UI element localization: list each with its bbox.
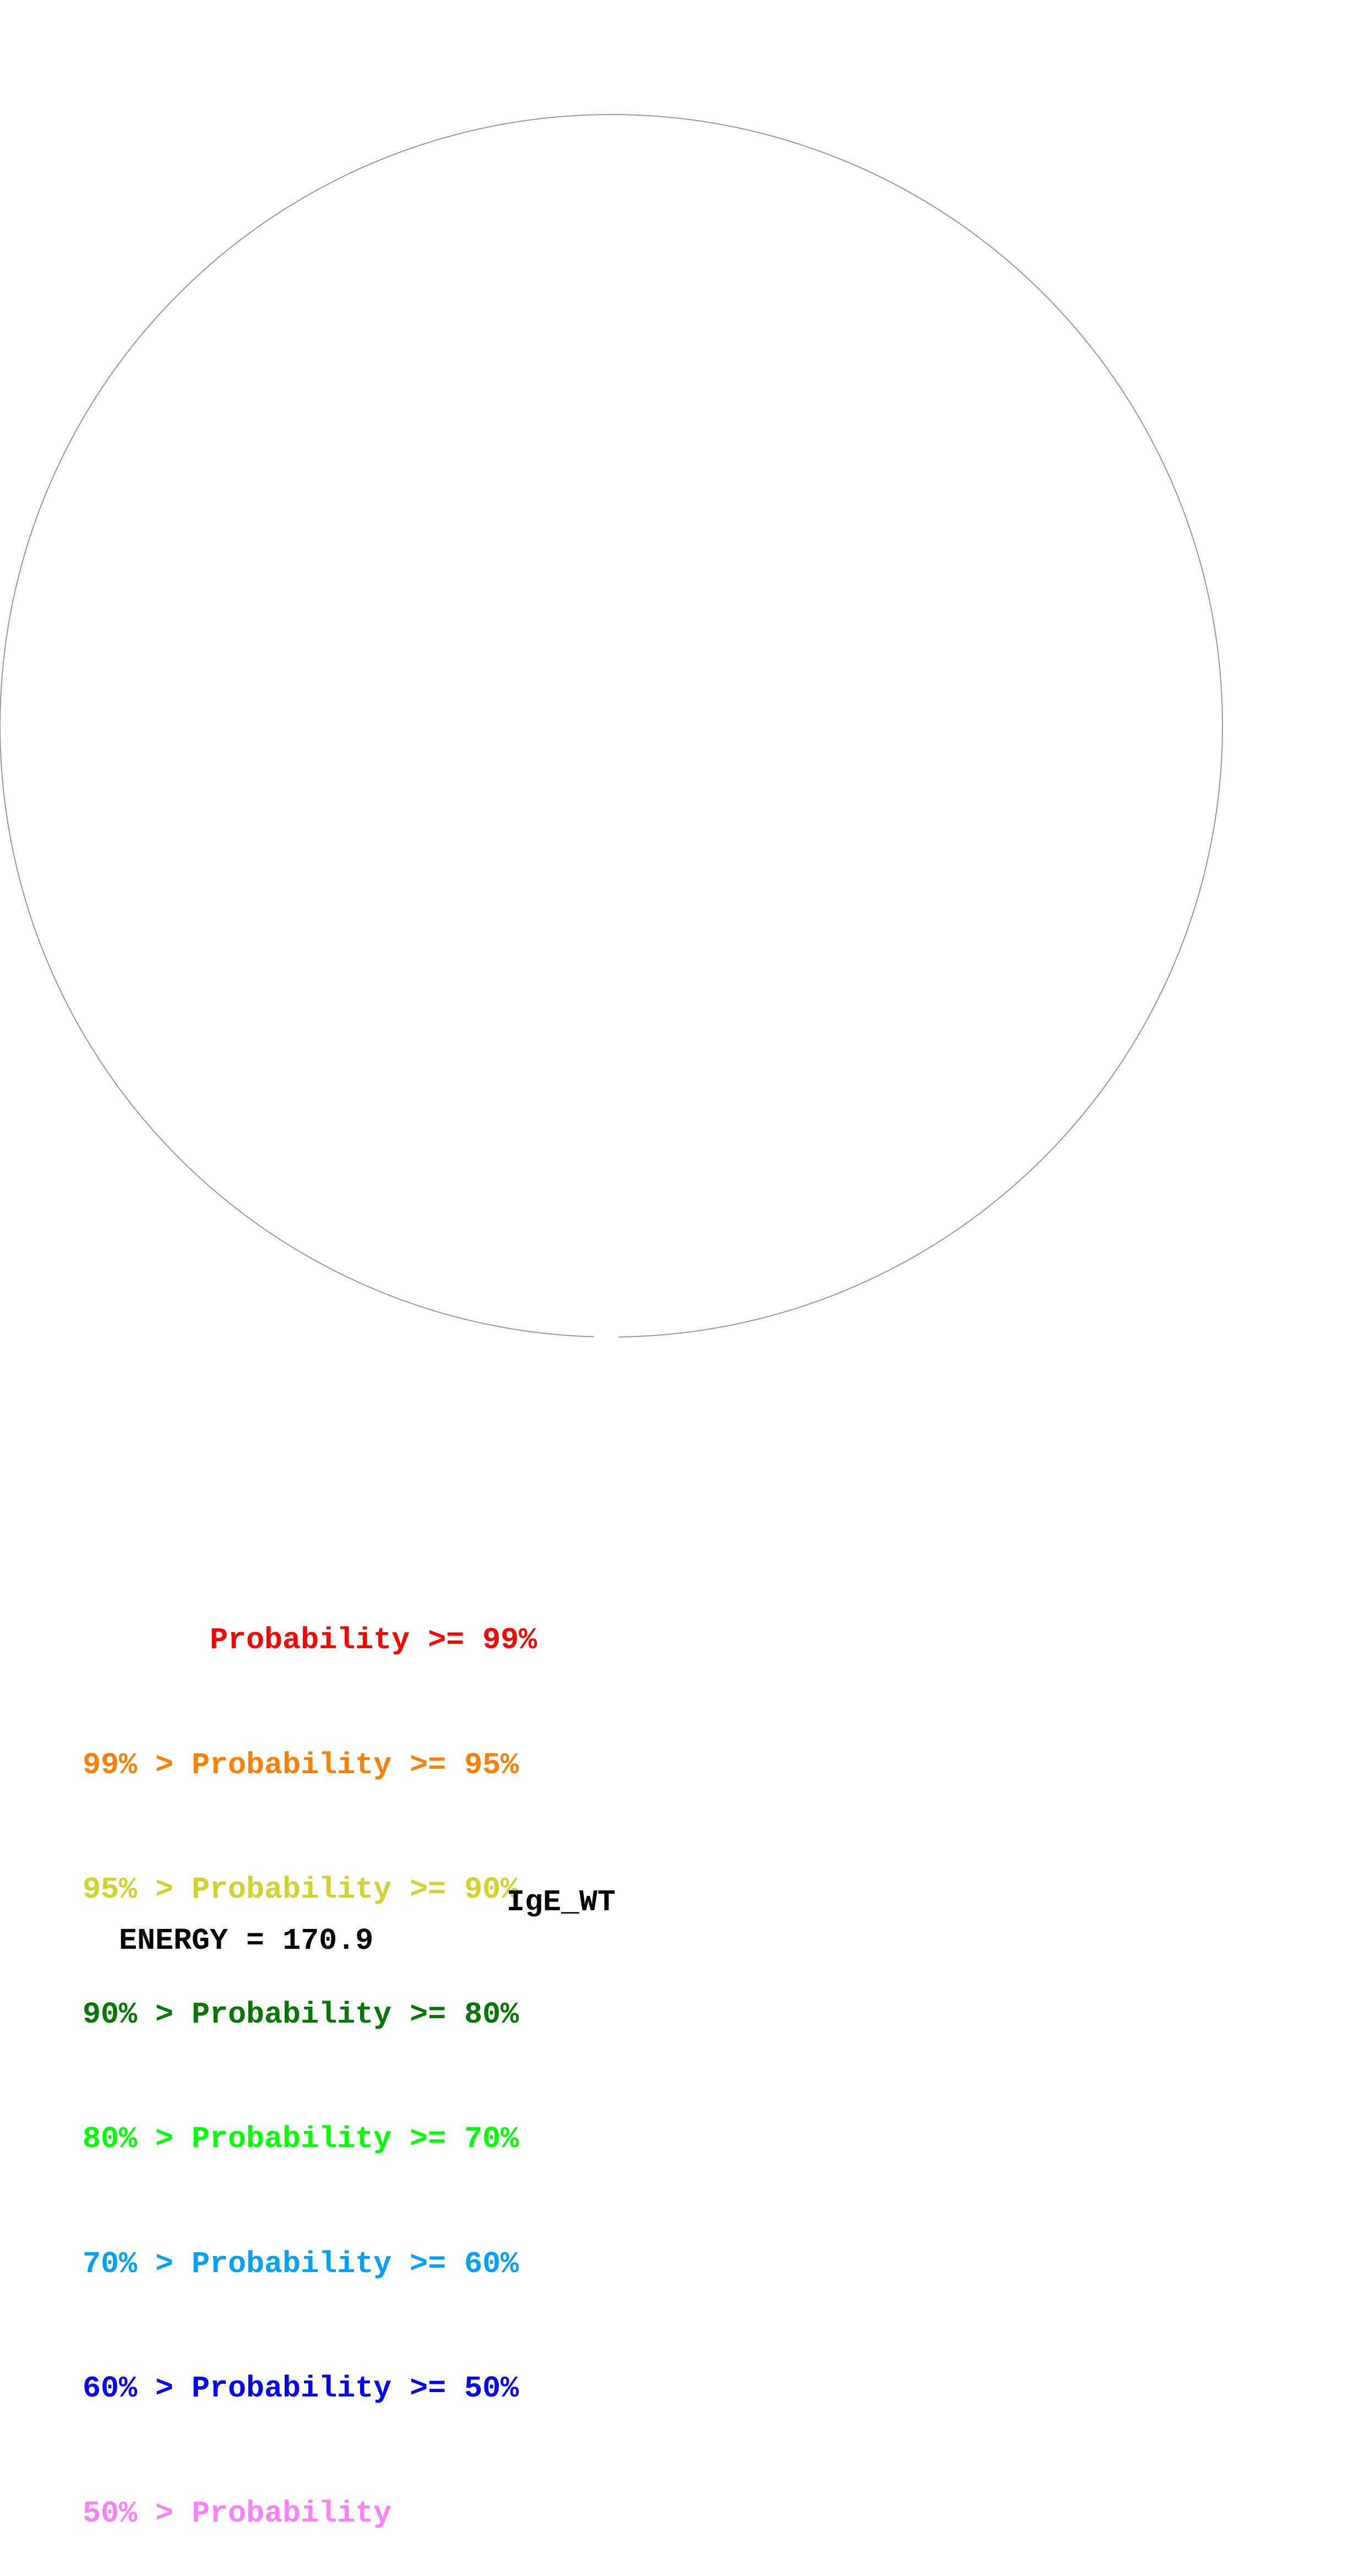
footer: ENERGY = 170.9 IgE_WT <box>83 1883 616 1999</box>
legend-row: 60% > Probability >= 50% <box>83 2371 519 2406</box>
legend-row: 99% > Probability >= 95% <box>83 1747 519 1782</box>
legend-row: 90% > Probability >= 80% <box>83 1997 519 2032</box>
sequence-backbone-arc <box>0 114 1223 1338</box>
probability-legend: Probability >= 99% 99% > Probability >= … <box>83 1536 537 2576</box>
energy-label: ENERGY = 170.9 <box>119 1923 374 1958</box>
legend-row: 95% > Probability >= 90% <box>83 1872 519 1907</box>
legend-row: Probability >= 99% <box>83 1623 537 1657</box>
sequence-name: IgE_WT <box>507 1885 616 1920</box>
legend-row: 50% > Probability <box>83 2496 392 2531</box>
legend-row: 70% > Probability >= 60% <box>83 2246 519 2281</box>
legend-row: 80% > Probability >= 70% <box>83 2122 519 2156</box>
circle-plot <box>0 114 1223 1338</box>
